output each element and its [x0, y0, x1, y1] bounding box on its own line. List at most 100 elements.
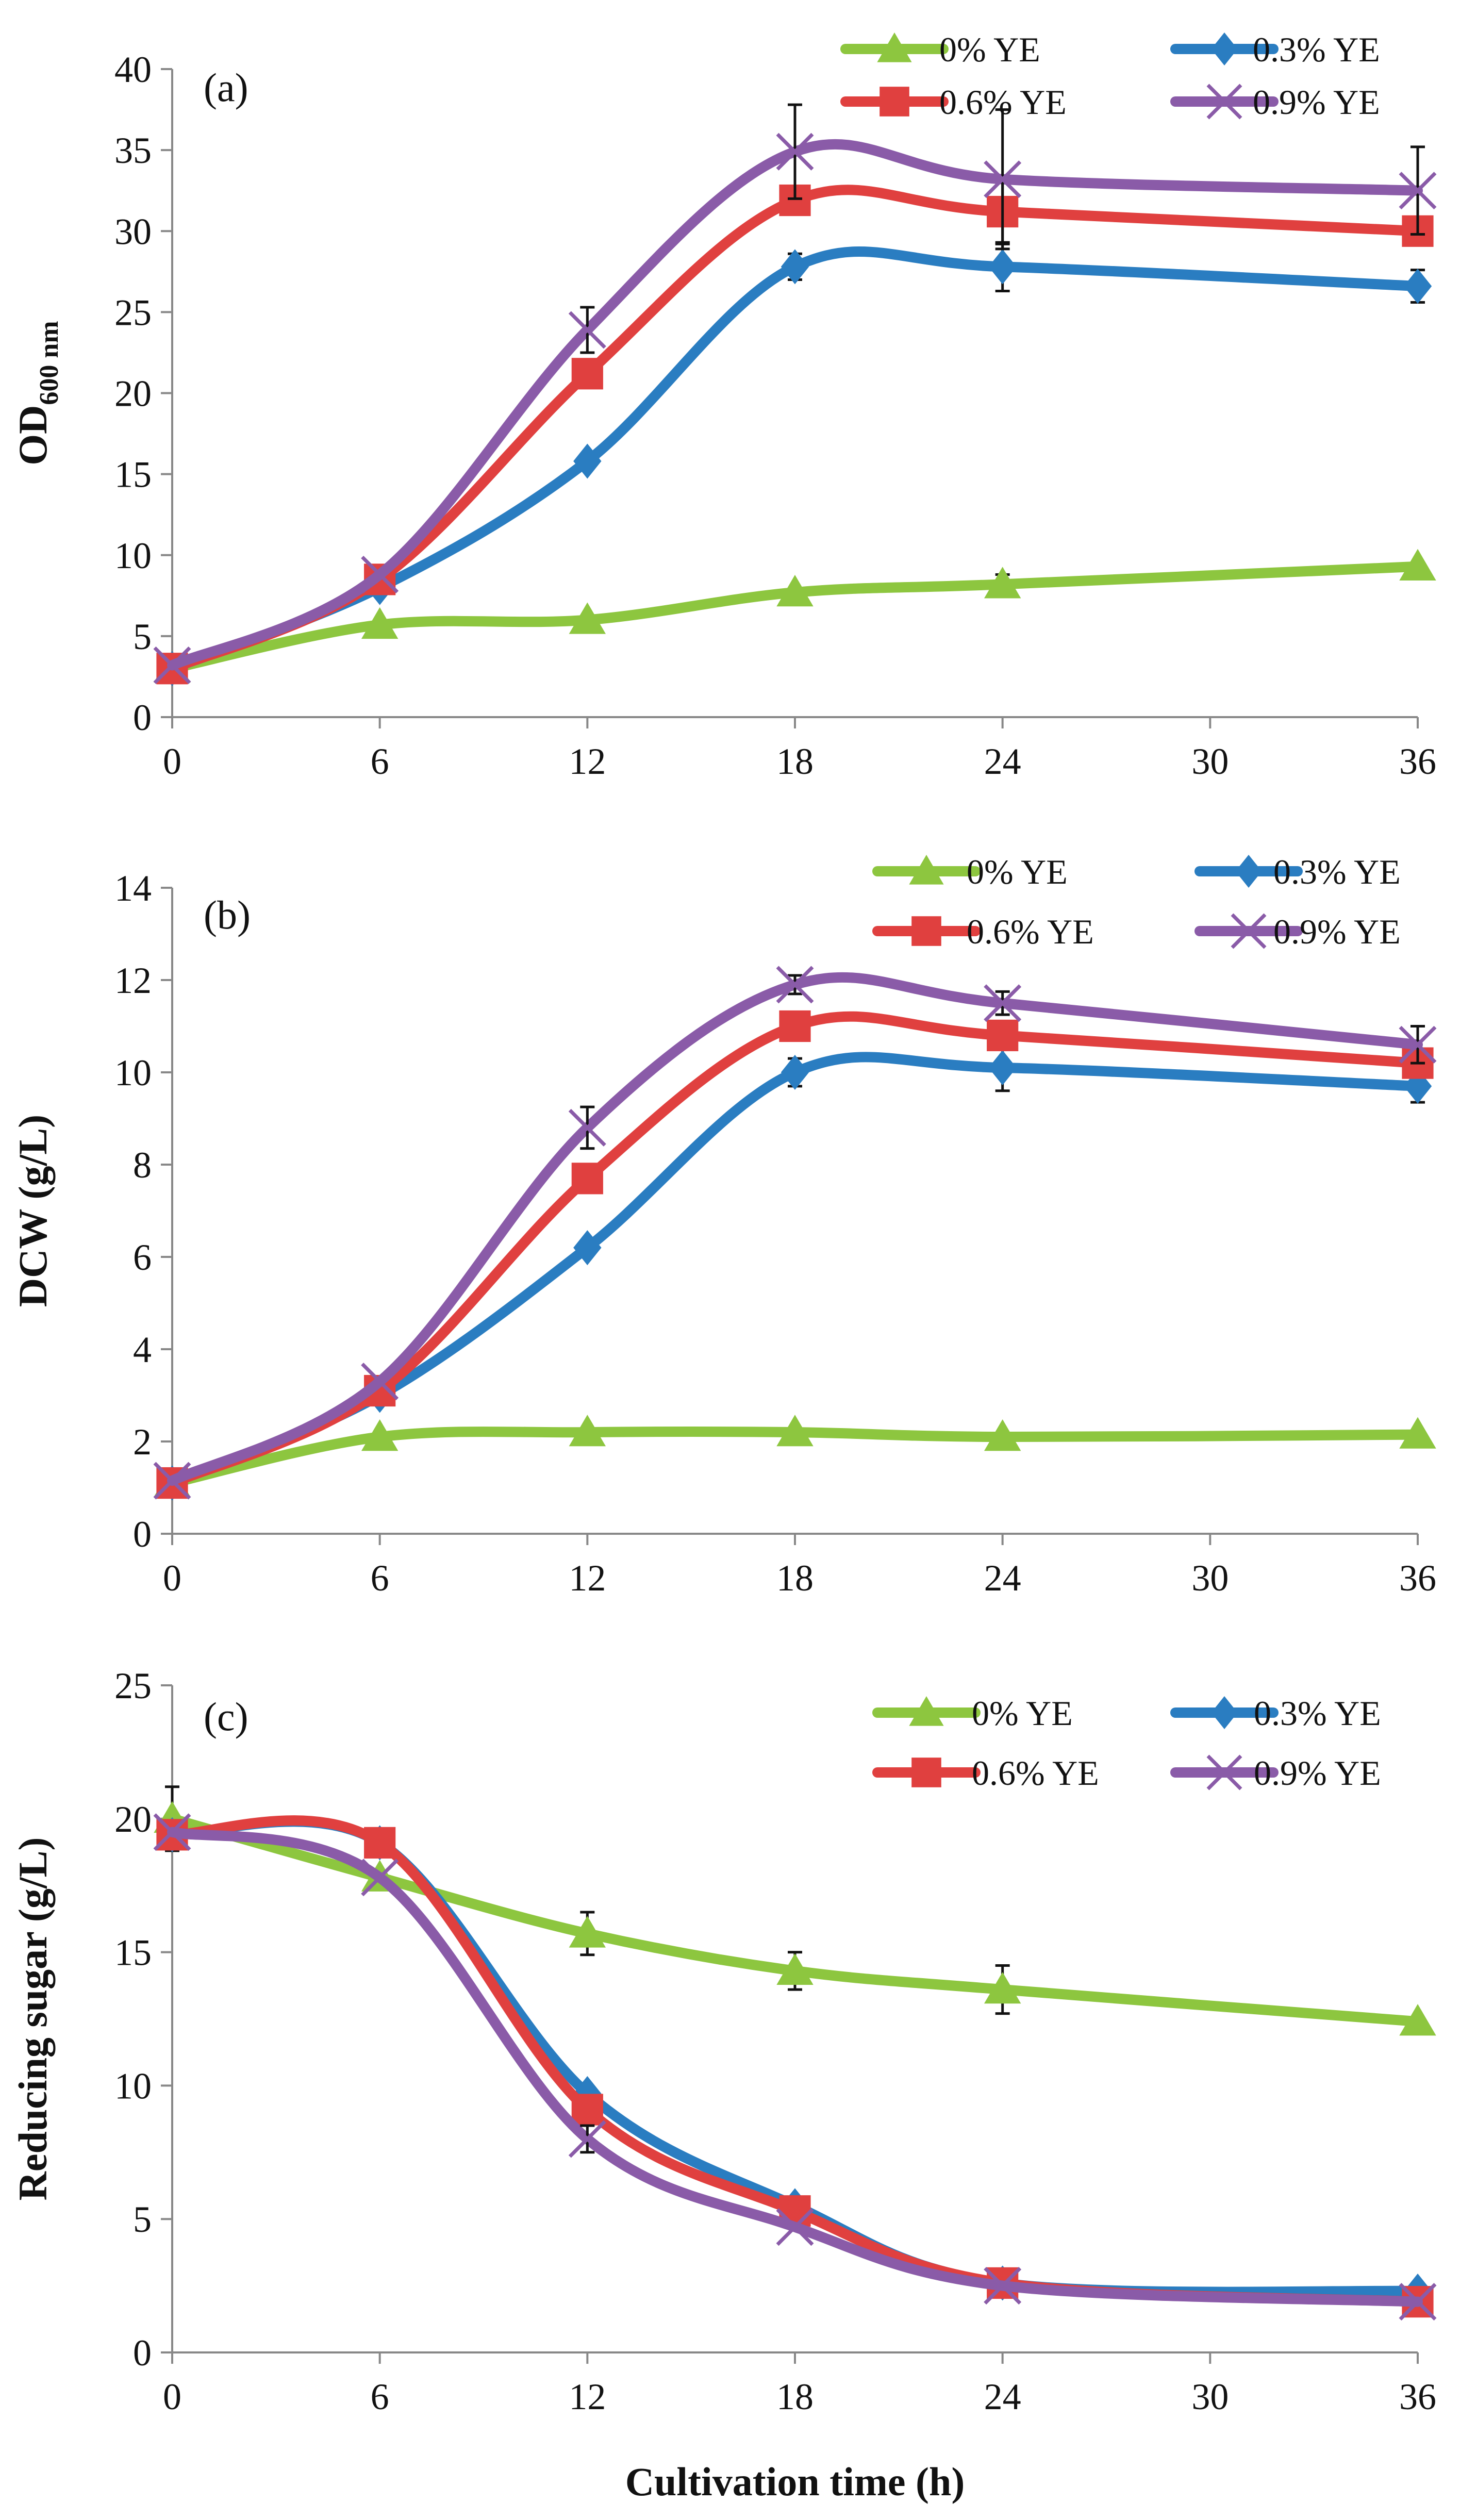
diamond-marker [988, 1050, 1017, 1086]
y-tick-label: 10 [114, 1052, 152, 1093]
cross-marker [153, 1462, 191, 1500]
legend-label: 0.9% YE [1253, 82, 1380, 122]
triangle-marker [909, 855, 944, 885]
triangle-marker [984, 567, 1021, 599]
diamond-marker [573, 1230, 602, 1266]
legend-item: 0.6% YE [872, 912, 1094, 951]
legend-item: 0.9% YE [1170, 82, 1380, 122]
legend-label: 0.3% YE [1253, 30, 1380, 69]
x-tick-label: 18 [776, 2376, 814, 2417]
legend-label: 0% YE [939, 30, 1040, 69]
cross-marker [776, 132, 814, 171]
y-tick-label: 25 [114, 292, 152, 333]
square-marker [911, 1758, 941, 1787]
legend-label: 0.6% YE [939, 82, 1067, 122]
cross-marker [361, 555, 399, 593]
y-tick-label: 20 [114, 373, 152, 415]
triangle-marker [1399, 2004, 1436, 2036]
x-tick-label: 12 [569, 741, 606, 782]
cross-marker [1399, 2283, 1437, 2321]
cross-marker [1206, 1754, 1242, 1790]
cross-marker [568, 1108, 606, 1147]
y-axis-label: Reducing sugar (g/L) [10, 1837, 55, 2201]
triangle-marker [569, 602, 606, 634]
x-tick-label: 12 [569, 2376, 606, 2417]
square-marker [987, 1019, 1019, 1051]
triangle-marker [776, 575, 814, 607]
square-marker [571, 2094, 603, 2126]
x-tick-label: 12 [569, 1557, 606, 1599]
triangle-marker [569, 1916, 606, 1948]
diamond-marker [1211, 1696, 1238, 1729]
y-axis-label-main: OD [10, 405, 55, 466]
triangle-marker [1399, 1417, 1436, 1449]
y-tick-label: 0 [133, 1514, 152, 1555]
legend-item: 0.9% YE [1194, 912, 1401, 951]
series-line [167, 1813, 1423, 2027]
legend-label: 0.9% YE [1254, 1753, 1381, 1793]
series-0-9-ye [153, 103, 1437, 684]
x-tick-label: 24 [984, 1557, 1021, 1599]
triangle-marker [361, 1419, 399, 1451]
legend-item: 0.9% YE [1170, 1753, 1381, 1793]
triangle-marker [569, 1415, 606, 1447]
series-line [167, 1827, 1423, 2307]
y-tick-label: 15 [114, 1932, 152, 1974]
diamond-marker [781, 1055, 809, 1090]
cross-marker [776, 966, 814, 1004]
y-tick-label: 12 [114, 960, 152, 1001]
x-tick-label: 30 [1191, 741, 1229, 782]
diamond-marker [988, 249, 1017, 285]
legend-label: 0.9% YE [1273, 912, 1401, 951]
diamond-marker [573, 443, 602, 479]
legend-label: 0.6% YE [972, 1753, 1099, 1793]
square-marker [879, 87, 909, 117]
y-tick-label: 0 [133, 2332, 152, 2374]
x-tick-label: 36 [1399, 1557, 1436, 1599]
cross-marker [1399, 1025, 1437, 1064]
y-tick-label: 14 [114, 868, 152, 909]
x-tick-label: 6 [371, 741, 389, 782]
legend-item: 0% YE [872, 852, 1068, 891]
x-tick-label: 6 [371, 2376, 389, 2417]
x-tick-label: 36 [1399, 741, 1436, 782]
series-0-ye [154, 1415, 1436, 1497]
cross-marker [153, 646, 191, 684]
y-tick-label: 15 [114, 454, 152, 495]
square-marker [571, 1163, 603, 1195]
cross-marker [361, 1859, 399, 1897]
square-marker [911, 916, 941, 946]
cross-marker [1231, 913, 1267, 949]
y-axis-label: OD600 nm [10, 321, 64, 465]
cross-marker [1206, 84, 1242, 120]
series-line [167, 1426, 1423, 1488]
y-tick-label: 10 [114, 535, 152, 576]
legend: 0% YE 0.3% YE 0.6% YE 0.9% YE [872, 1694, 1381, 1793]
y-tick-label: 10 [114, 2065, 152, 2107]
panel-label: (c) [204, 1694, 248, 1739]
triangle-marker [984, 1972, 1021, 2004]
triangle-marker [776, 1415, 814, 1447]
cross-marker [568, 2120, 606, 2158]
cross-marker [361, 1363, 399, 1401]
y-tick-label: 20 [114, 1799, 152, 1840]
legend-label: 0% YE [972, 1694, 1073, 1733]
square-marker [779, 1010, 811, 1042]
cross-marker [984, 2267, 1022, 2305]
series-0-ye [154, 549, 1436, 683]
square-marker [364, 1827, 396, 1859]
diamond-marker [1211, 32, 1238, 65]
y-tick-label: 35 [114, 130, 152, 171]
x-tick-label: 0 [163, 1557, 181, 1599]
x-axis-label: Cultivation time (h) [625, 2459, 965, 2504]
y-tick-label: 6 [133, 1237, 152, 1278]
legend-item: 0.3% YE [1194, 852, 1401, 891]
x-tick-label: 18 [776, 741, 814, 782]
y-axis-label-subscript: 600 nm [35, 321, 64, 405]
triangle-marker [1399, 549, 1436, 581]
legend-label: 0.6% YE [967, 912, 1094, 951]
x-tick-label: 30 [1191, 1557, 1229, 1599]
y-axis-label-main: DCW (g/L) [10, 1115, 55, 1307]
